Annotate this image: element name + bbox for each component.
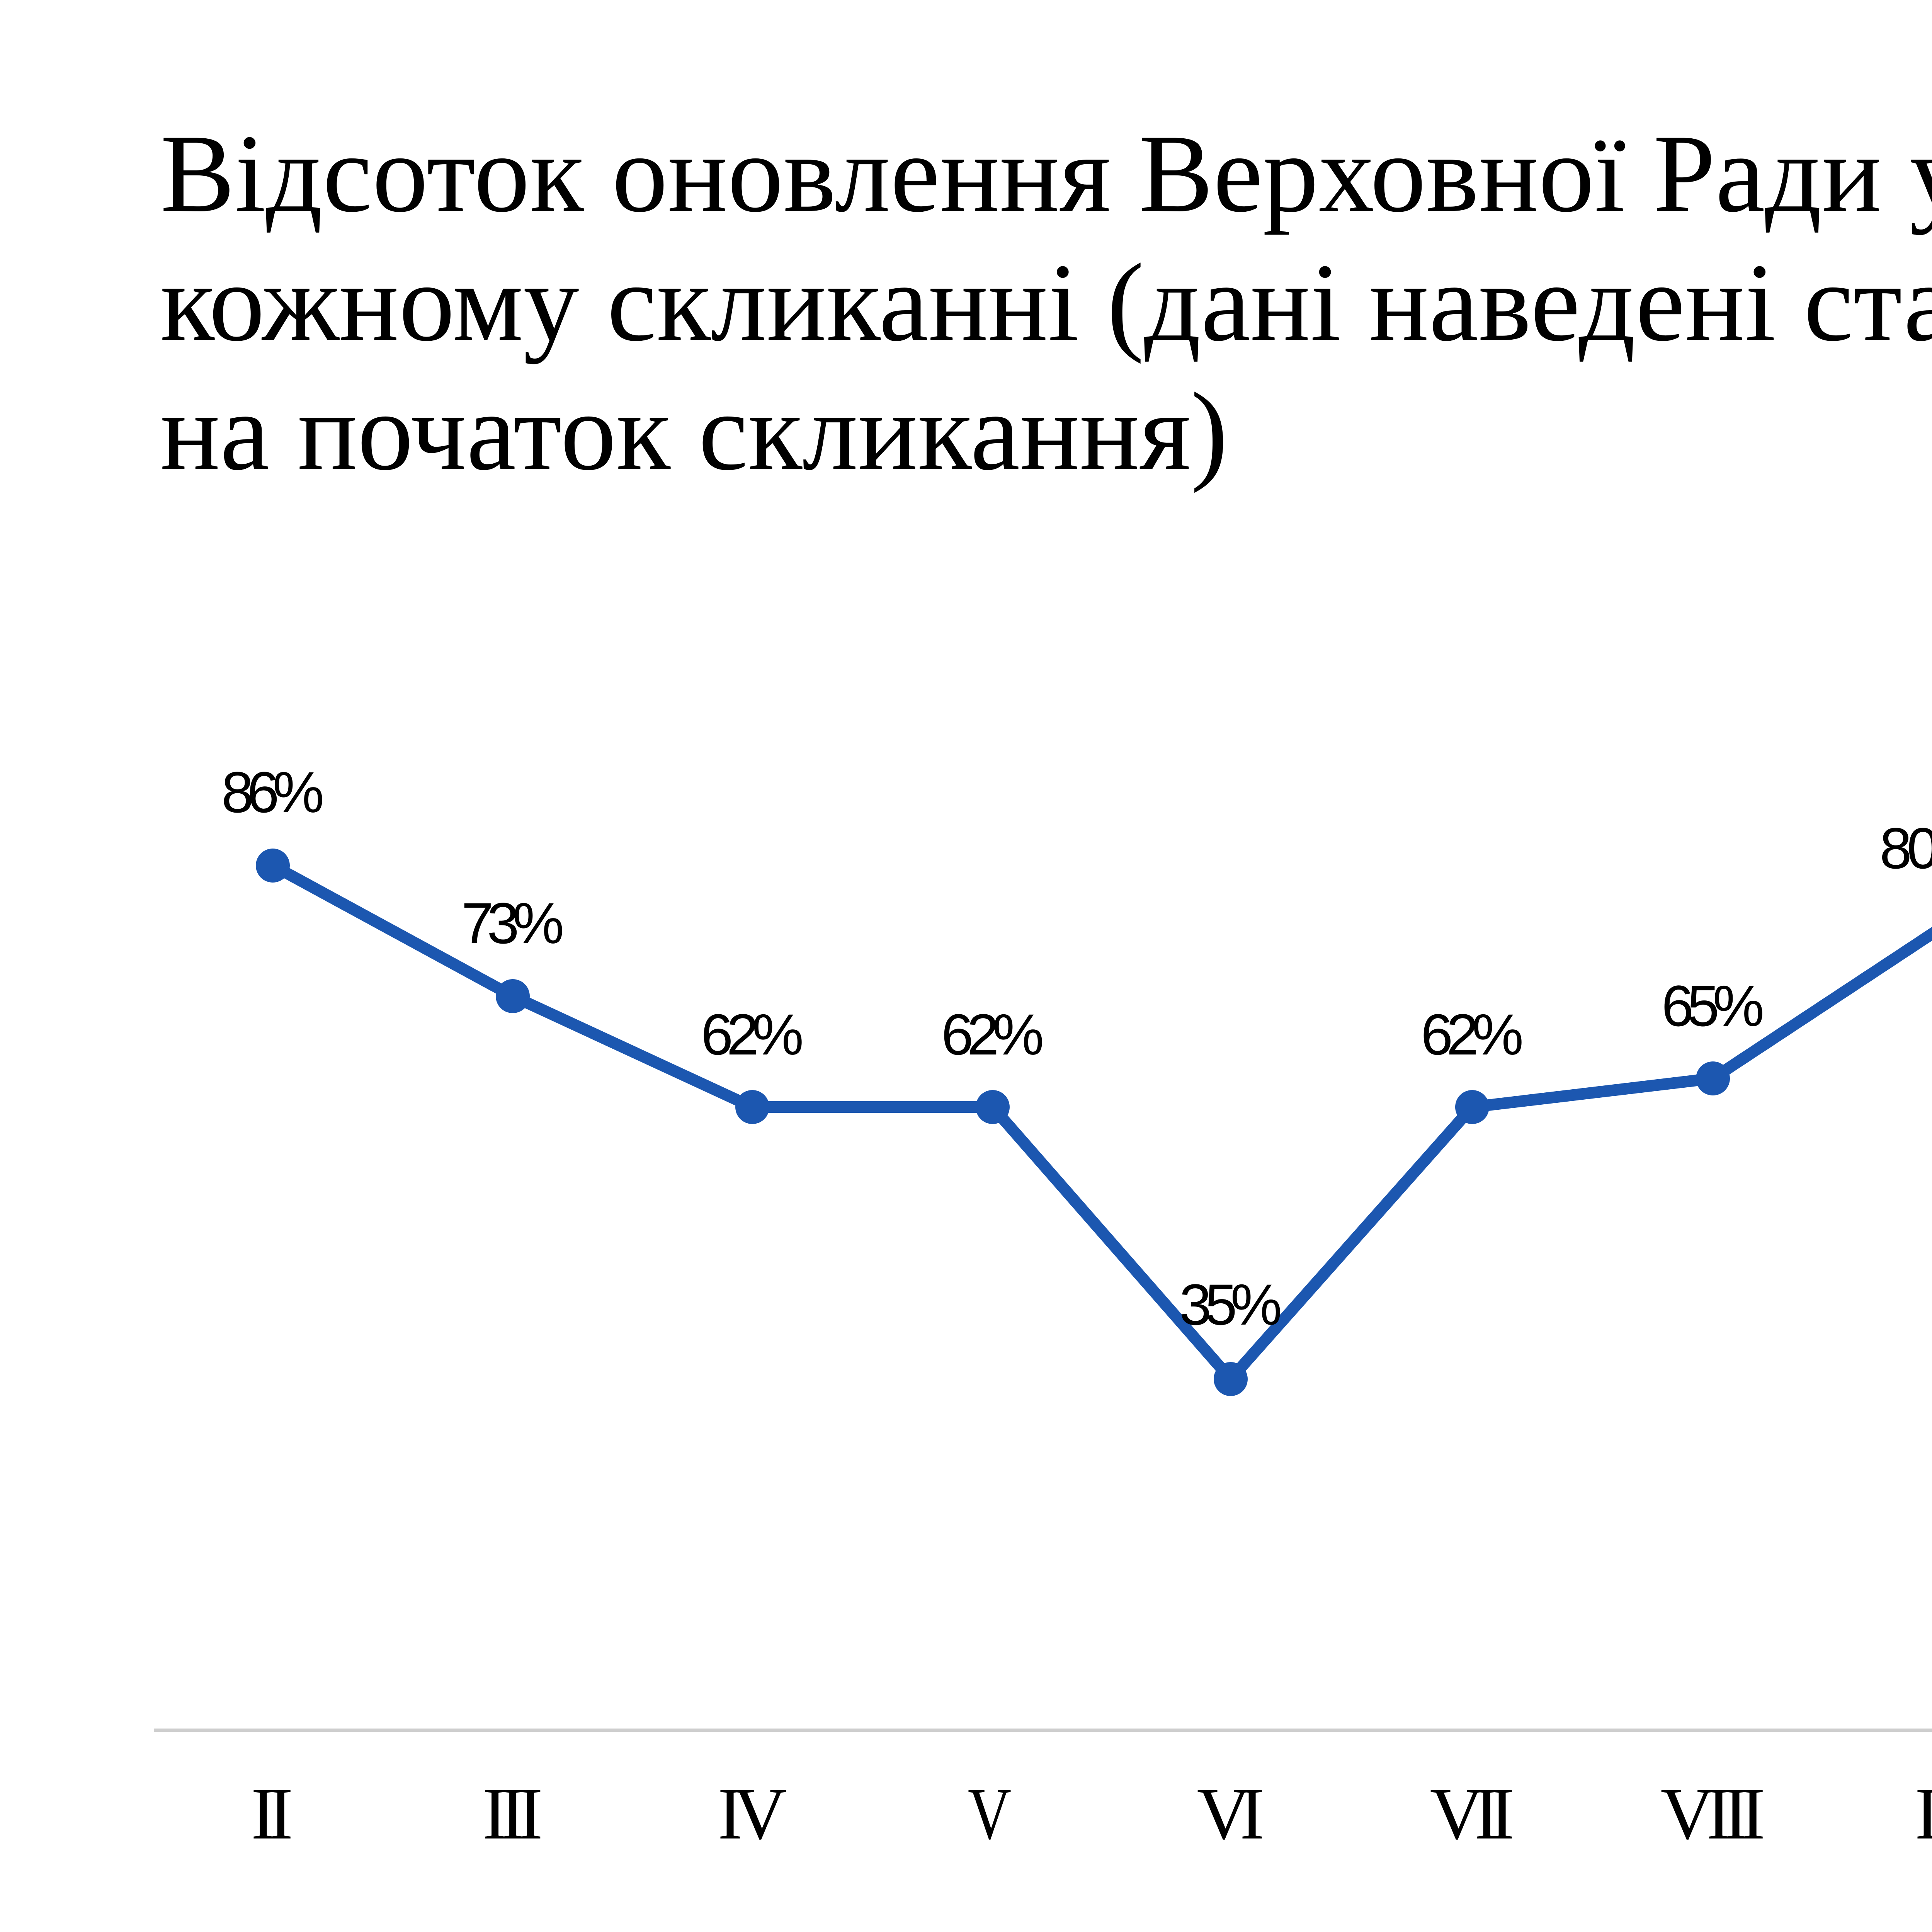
svg-text:62%: 62%: [1421, 1002, 1524, 1067]
svg-text:65%: 65%: [1662, 973, 1764, 1038]
svg-text:IV: IV: [718, 1772, 787, 1855]
svg-text:73%: 73%: [461, 891, 564, 956]
svg-text:62%: 62%: [701, 1002, 804, 1067]
svg-text:III: III: [483, 1772, 543, 1855]
svg-text:V: V: [968, 1772, 1012, 1855]
svg-text:86%: 86%: [221, 760, 324, 825]
svg-text:IX: IX: [1915, 1772, 1932, 1855]
svg-text:VI: VI: [1197, 1772, 1265, 1855]
svg-text:VII: VII: [1430, 1772, 1515, 1855]
svg-text:VIII: VIII: [1661, 1772, 1765, 1855]
svg-text:62%: 62%: [941, 1002, 1044, 1067]
svg-text:35%: 35%: [1179, 1272, 1282, 1337]
svg-text:II: II: [251, 1772, 293, 1855]
svg-text:80,4%: 80,4%: [1880, 816, 1932, 881]
